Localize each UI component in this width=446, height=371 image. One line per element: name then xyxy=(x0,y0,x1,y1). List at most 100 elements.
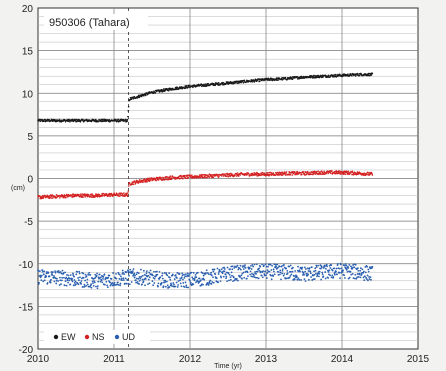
data-point-ns xyxy=(115,192,118,195)
data-point-ns xyxy=(272,172,275,174)
data-point-ns xyxy=(309,171,311,174)
data-point-ud xyxy=(143,273,146,276)
data-point-ud xyxy=(210,283,213,285)
data-point-ud xyxy=(366,274,369,277)
data-point-ud xyxy=(330,264,333,267)
data-point-ud xyxy=(57,280,59,282)
data-point-ud xyxy=(206,272,209,274)
data-point-ud xyxy=(344,263,347,265)
data-point-ud xyxy=(320,266,323,269)
data-point-ud xyxy=(288,276,291,279)
data-point-ud xyxy=(195,281,197,284)
data-point-ud xyxy=(84,279,87,282)
data-point-ud xyxy=(138,279,141,282)
data-point-ud xyxy=(94,276,97,279)
data-point-ud xyxy=(162,285,165,288)
data-point-ew xyxy=(251,81,254,83)
data-point-ud xyxy=(174,285,177,288)
data-point-ud xyxy=(278,265,281,268)
data-point-ud xyxy=(332,276,335,278)
series-ew xyxy=(37,72,374,123)
data-point-ud xyxy=(83,283,86,286)
data-point-ud xyxy=(148,282,151,285)
data-point-ns xyxy=(143,181,145,183)
data-point-ud xyxy=(183,286,186,288)
data-point-ud xyxy=(357,269,360,272)
data-point-ew xyxy=(69,120,71,123)
data-point-ns xyxy=(62,194,64,197)
data-point-ud xyxy=(205,272,207,275)
data-point-ns xyxy=(224,173,226,175)
data-point-ud xyxy=(241,272,244,275)
data-point-ns xyxy=(187,176,190,179)
data-point-ud xyxy=(121,279,123,281)
data-point-ud xyxy=(222,275,225,278)
data-point-ew xyxy=(176,88,178,91)
data-point-ud xyxy=(310,276,312,278)
data-point-ud xyxy=(163,281,165,284)
data-point-ud xyxy=(304,270,307,273)
data-point-ns xyxy=(46,194,49,197)
data-point-ud xyxy=(176,271,179,274)
data-point-ew xyxy=(256,79,259,82)
data-point-ud xyxy=(147,278,150,281)
data-point-ns xyxy=(208,176,211,178)
data-point-ud xyxy=(249,270,252,273)
data-point-ud xyxy=(151,274,154,277)
data-point-ud xyxy=(272,268,275,271)
data-point-ns xyxy=(199,176,202,179)
data-point-ud xyxy=(229,278,232,281)
data-point-ns xyxy=(256,175,259,177)
data-point-ud xyxy=(202,274,205,277)
data-point-ud xyxy=(239,276,242,278)
data-point-ns xyxy=(315,170,318,173)
data-point-ud xyxy=(119,275,122,278)
data-point-ud xyxy=(353,266,356,269)
data-point-ud xyxy=(303,266,306,269)
data-point-ew xyxy=(370,74,373,76)
data-point-ud xyxy=(202,283,204,286)
data-point-ud xyxy=(135,273,138,276)
data-point-ud xyxy=(105,280,108,283)
data-point-ud xyxy=(145,272,148,275)
data-point-ud xyxy=(43,270,46,273)
data-point-ns xyxy=(59,196,61,199)
data-point-ud xyxy=(119,284,122,287)
data-point-ew xyxy=(296,75,299,78)
data-point-ud xyxy=(206,281,209,284)
data-point-ew xyxy=(146,93,149,96)
data-point-ns xyxy=(204,175,206,178)
data-point-ud xyxy=(77,277,80,279)
data-point-ud xyxy=(130,281,133,283)
data-point-ud xyxy=(93,280,95,282)
data-point-ns xyxy=(305,173,308,176)
data-point-ns xyxy=(101,195,104,197)
data-point-ud xyxy=(283,273,286,275)
data-point-ud xyxy=(331,274,334,277)
data-point-ew xyxy=(242,82,245,84)
data-point-ns xyxy=(331,170,333,172)
data-point-ud xyxy=(286,269,289,272)
data-point-ud xyxy=(141,278,144,281)
y-tick-label: 15 xyxy=(22,47,34,58)
data-point-ns xyxy=(279,171,282,174)
legend-label-ew: EW xyxy=(61,332,76,342)
data-point-ud xyxy=(180,276,183,279)
data-point-ew xyxy=(115,118,117,121)
data-point-ud xyxy=(188,278,191,281)
data-point-ud xyxy=(266,272,269,275)
data-point-ud xyxy=(333,267,336,270)
data-point-ud xyxy=(91,280,94,283)
data-point-ud xyxy=(173,278,176,280)
data-point-ud xyxy=(60,272,63,275)
data-point-ud xyxy=(116,283,119,286)
data-point-ew xyxy=(113,120,115,122)
data-point-ud xyxy=(183,276,186,279)
data-point-ud xyxy=(276,268,278,270)
data-point-ud xyxy=(335,267,338,270)
x-tick-label: 2012 xyxy=(179,354,202,365)
data-point-ud xyxy=(209,282,211,285)
data-point-ud xyxy=(270,278,273,281)
data-point-ud xyxy=(51,274,54,276)
data-point-ud xyxy=(280,265,283,268)
